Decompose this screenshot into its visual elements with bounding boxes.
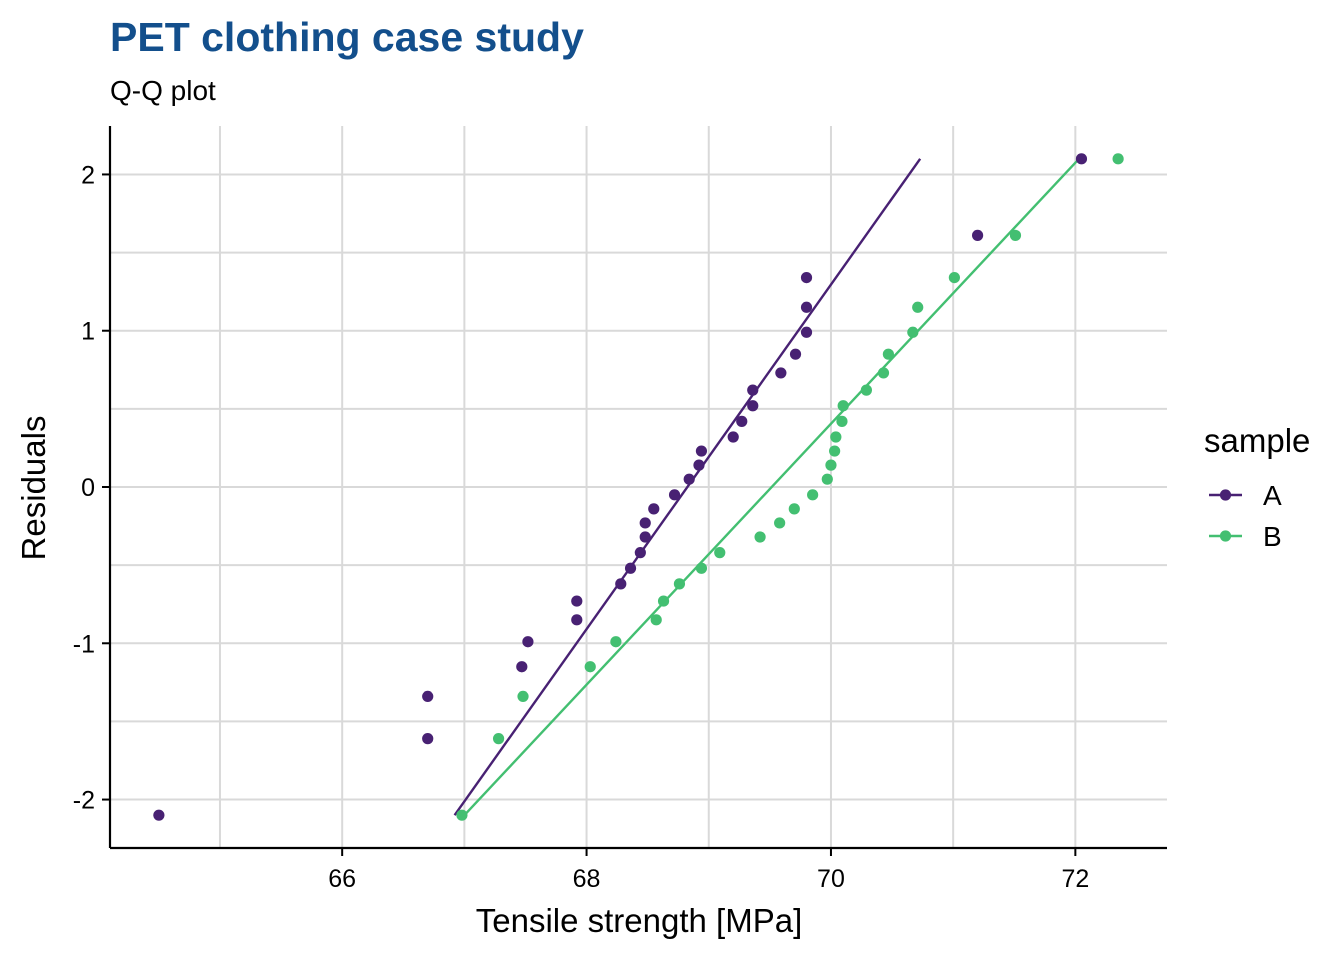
reference-lines [453,157,1080,817]
data-point-a [639,531,651,543]
data-point-a [615,578,627,590]
data-point-b [912,301,924,313]
data-point-b [860,384,872,396]
y-tick-label: 1 [81,318,95,346]
grid-lines [110,126,1167,848]
data-point-b [829,445,841,457]
data-point-b [695,562,708,574]
data-point-a [516,661,528,673]
y-tick-label: -2 [73,787,95,815]
data-point-b [830,431,842,443]
data-point-a [727,431,739,443]
data-point-b [774,517,786,529]
legend-key-point-a [1219,489,1232,501]
data-point-a [153,809,165,821]
data-point-b [948,271,960,284]
data-point-a [747,384,759,396]
data-point-a [422,733,434,745]
data-point-a [736,415,748,427]
chart-subtitle: Q-Q plot [110,75,216,106]
legend-items: AB [1209,480,1282,552]
data-point-b [907,326,919,338]
data-points [153,153,1124,821]
data-point-a [1075,153,1088,165]
data-point-a [693,459,705,471]
x-tick-label: 66 [328,865,356,893]
reference-line-a [453,158,922,816]
data-point-a [422,690,434,703]
data-point-b [517,690,529,703]
data-point-a [789,348,802,360]
data-point-a [971,229,984,241]
data-point-b [754,531,766,543]
data-point-b [456,809,468,821]
data-point-b [610,636,622,648]
data-point-b [714,547,726,559]
data-point-a [695,445,708,457]
y-tick-label: 0 [81,474,95,502]
x-tick-label: 68 [573,865,601,893]
data-point-b [837,400,849,412]
data-point-b [1112,153,1124,165]
data-point-a [800,271,813,284]
data-point-b [877,367,890,379]
data-point-b [882,348,894,360]
data-point-a [571,595,583,607]
data-point-b [673,578,686,590]
data-point-b [788,503,800,515]
y-axis-title: Residuals [15,416,52,561]
x-tick-label: 70 [817,865,845,893]
data-point-b [821,473,833,485]
x-axis-title: Tensile strength [MPa] [476,902,803,939]
tick-labels: 66 68 70 72 -2 -1 0 1 2 [73,161,1089,893]
x-tick-label: 72 [1061,865,1089,893]
data-point-a [683,473,695,485]
data-point-a [648,503,660,515]
data-point-b [584,661,596,673]
y-tick-label: 2 [81,161,95,189]
chart-title: PET clothing case study [110,14,584,60]
data-point-a [747,400,759,412]
legend: sample AB [1204,422,1310,552]
data-point-b [836,415,848,427]
data-point-a [571,614,583,626]
data-point-a [634,547,646,559]
data-point-a [639,517,651,529]
legend-key-point-b [1219,530,1232,542]
data-point-b [1009,229,1022,241]
legend-label-b: B [1263,521,1282,552]
data-point-a [800,326,813,338]
reference-line-b [463,157,1080,817]
legend-label-a: A [1263,480,1282,511]
data-point-b [650,614,662,626]
data-point-b [492,733,505,745]
data-point-a [624,562,637,574]
legend-title: sample [1204,422,1310,459]
data-point-a [775,367,787,379]
data-point-b [807,489,819,501]
data-point-a [522,636,534,648]
y-tick-label: -1 [73,630,95,658]
data-point-b [825,459,837,471]
data-point-b [657,595,670,607]
data-point-a [800,301,813,313]
data-point-a [668,489,681,501]
